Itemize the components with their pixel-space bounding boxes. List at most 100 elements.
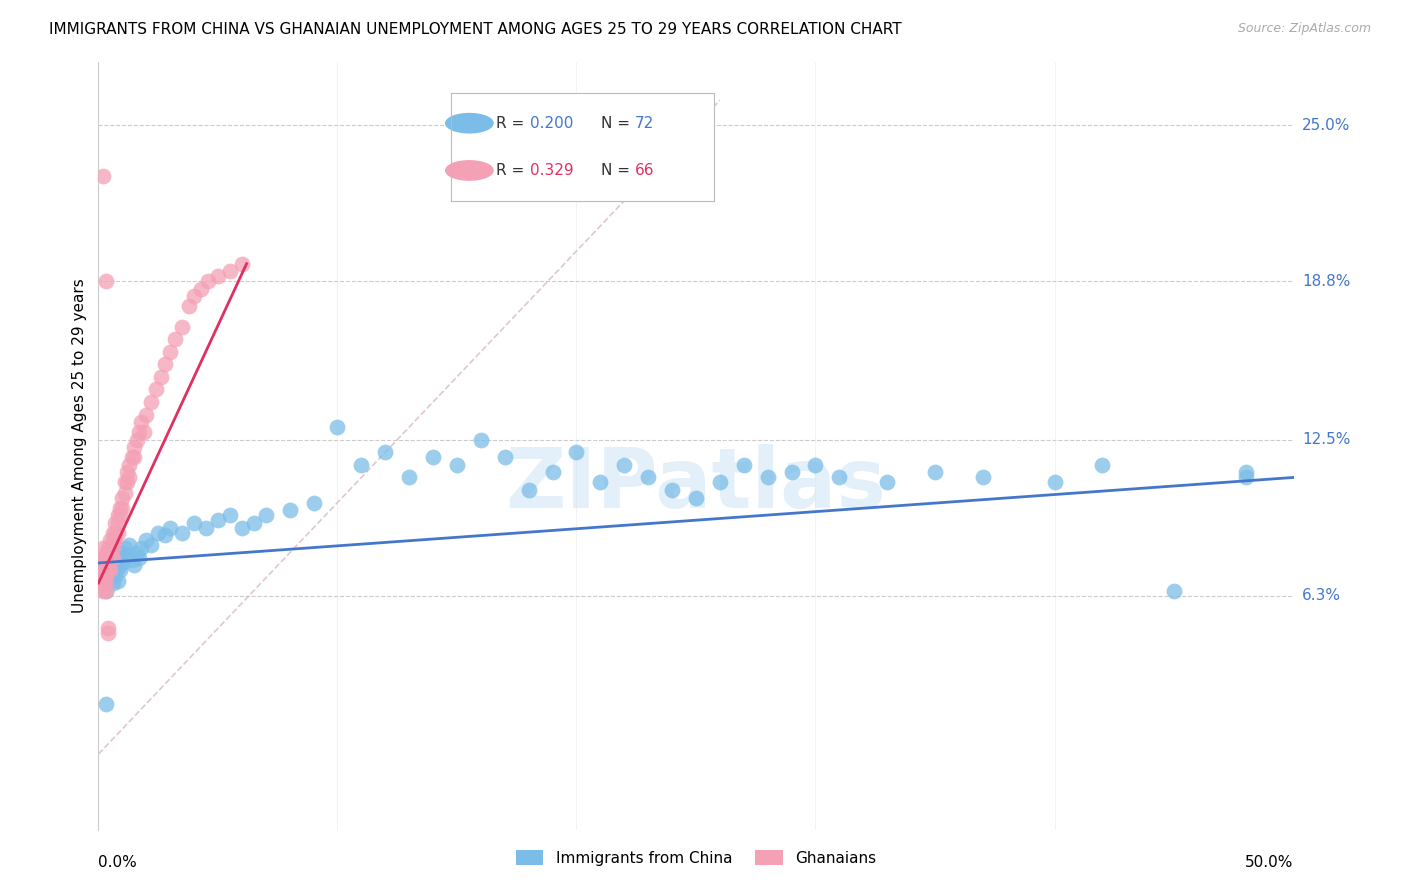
Point [101,525,124,540]
Point [183,289,205,303]
Point [104,556,127,570]
Point [302,495,325,509]
Point [94,576,117,591]
Legend: Immigrants from China, Ghanaians: Immigrants from China, Ghanaians [510,844,882,871]
Point [97,564,120,578]
Point [195,521,218,535]
Point [128,550,150,565]
Point [108,564,131,578]
Point [541,466,564,480]
Point [94,556,117,570]
Text: IMMIGRANTS FROM CHINA VS GHANAIAN UNEMPLOYMENT AMONG AGES 25 TO 29 YEARS CORRELA: IMMIGRANTS FROM CHINA VS GHANAIAN UNEMPL… [49,22,901,37]
Point [661,483,683,497]
Point [139,538,162,552]
Point [108,508,131,523]
Point [94,274,117,288]
Point [91,576,114,591]
Point [374,445,396,459]
Point [709,475,731,490]
Point [139,395,162,409]
Point [104,516,127,530]
Point [94,564,117,578]
Point [94,568,117,582]
Point [104,525,127,540]
Point [101,541,124,555]
Point [91,169,114,183]
Point [94,550,117,565]
Point [159,344,181,359]
Point [132,425,155,439]
Point [145,383,167,397]
Point [111,491,134,505]
Point [613,458,636,472]
Point [107,508,129,523]
Point [107,525,129,540]
Point [804,458,827,472]
Point [94,583,117,598]
Text: 50.0%: 50.0% [1246,855,1294,870]
Point [115,475,138,490]
Point [517,483,540,497]
Point [1234,470,1257,484]
Point [114,485,136,500]
Point [231,257,253,271]
Point [114,475,136,490]
Point [118,470,141,484]
Point [1234,466,1257,480]
Point [90,558,112,573]
Point [183,516,205,530]
Point [1163,583,1185,598]
Point [101,550,124,565]
Point [326,420,349,434]
Point [254,508,277,523]
Point [207,513,229,527]
Point [733,458,755,472]
Point [494,450,516,465]
Point [97,621,120,635]
Point [124,450,146,465]
Point [131,541,153,555]
Text: 0.0%: 0.0% [98,855,138,870]
Point [111,500,134,515]
Point [876,475,898,490]
Point [90,564,112,578]
Y-axis label: Unemployment Among Ages 25 to 29 years: Unemployment Among Ages 25 to 29 years [72,278,87,614]
Point [422,450,444,465]
Point [97,626,120,640]
Point [101,541,124,555]
Point [108,550,131,565]
Point [98,549,122,563]
Point [128,425,150,439]
Point [97,566,120,580]
Point [91,541,114,555]
Point [111,556,134,570]
Point [104,533,127,548]
Point [398,470,420,484]
Point [94,546,117,560]
Point [219,508,242,523]
Point [118,458,141,472]
Point [125,433,148,447]
Point [91,576,114,591]
Point [1091,458,1114,472]
Point [155,528,177,542]
Point [114,541,136,555]
Point [115,549,138,563]
Point [107,516,129,530]
Point [125,546,148,560]
Point [197,274,219,288]
Point [589,475,612,490]
Point [828,470,851,484]
Point [121,553,143,567]
Point [98,571,122,585]
Point [159,521,181,535]
Point [118,538,141,552]
Point [104,568,127,582]
Point [131,415,153,429]
Point [124,440,146,454]
Point [148,525,170,540]
Point [756,470,779,484]
Point [219,264,242,278]
Point [94,697,117,711]
Point [172,525,194,540]
